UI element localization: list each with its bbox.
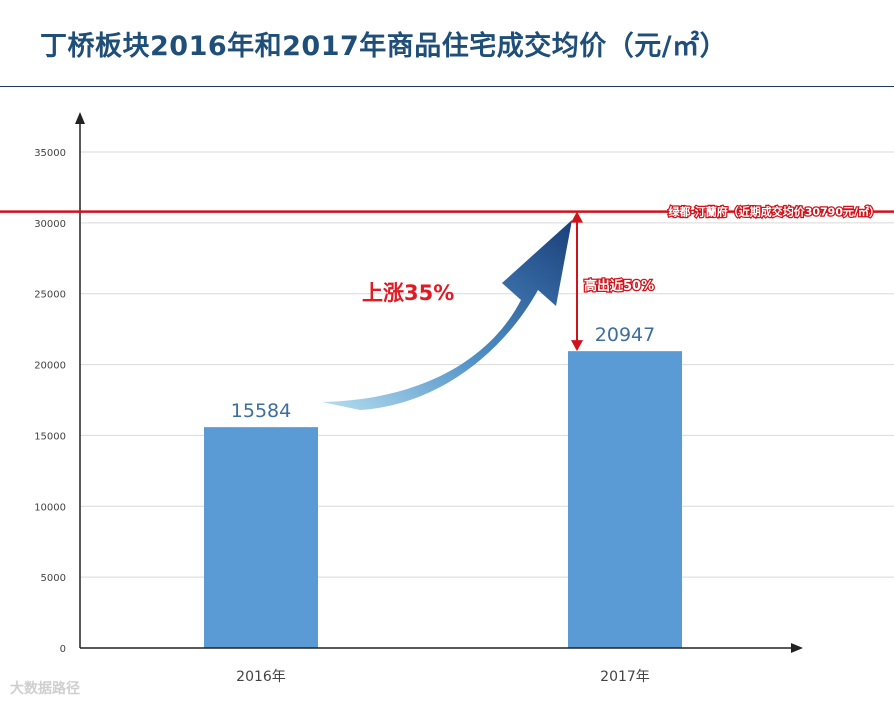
footer-brand: 大数据路径 xyxy=(10,681,80,697)
rise-label: 上涨35% xyxy=(362,281,454,305)
y-tick-label: 15000 xyxy=(34,431,66,442)
x-axis-arrow xyxy=(791,643,803,653)
y-tick-label: 35000 xyxy=(34,148,66,159)
bar-value-label: 20947 xyxy=(595,324,655,346)
y-tick-labels: 0 5000 10000 15000 20000 25000 30000 35000 xyxy=(34,148,66,655)
bar xyxy=(204,427,318,648)
y-tick-label: 25000 xyxy=(34,290,66,301)
title-divider xyxy=(0,86,894,87)
y-tick-label: 5000 xyxy=(41,573,66,584)
y-tick-label: 0 xyxy=(60,644,66,655)
y-tick-label: 10000 xyxy=(34,502,66,513)
chart-title: 丁桥板块2016年和2017年商品住宅成交均价（元/㎡） xyxy=(40,31,728,62)
y-axis-arrow xyxy=(75,112,85,124)
value-labels: 15584 20947 xyxy=(231,324,655,422)
rise-arrow xyxy=(322,220,572,410)
bar xyxy=(568,351,682,648)
bars xyxy=(204,351,682,648)
x-tick-label: 2016年 xyxy=(236,669,286,685)
y-tick-label: 20000 xyxy=(34,361,66,372)
gap-arrow xyxy=(571,211,583,352)
x-tick-labels: 2016年 2017年 xyxy=(236,669,650,685)
gap-label: 高出近50% xyxy=(584,278,654,294)
reference-line-label: 绿都·汀蘭府（近期成交均价30790元/㎡） xyxy=(669,205,880,219)
x-tick-label: 2017年 xyxy=(600,669,650,685)
bar-value-label: 15584 xyxy=(231,400,291,422)
y-tick-label: 30000 xyxy=(34,219,66,230)
